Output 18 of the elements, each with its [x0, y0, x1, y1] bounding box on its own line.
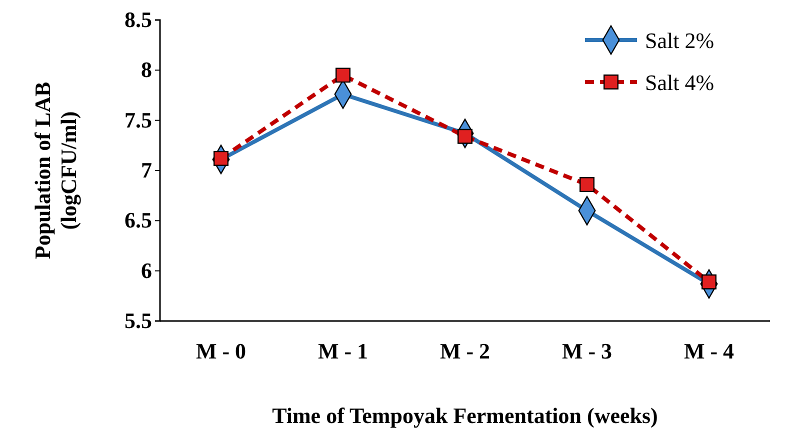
x-tick-label: M - 1	[318, 338, 368, 364]
y-tick-label: 7	[141, 158, 152, 183]
y-tick-label: 5.5	[124, 308, 152, 334]
y-tick-label: 6.5	[124, 208, 152, 233]
y-tick-label: 7.5	[124, 107, 152, 132]
y-tick-label: 8.5	[124, 7, 152, 32]
x-tick-label: M - 0	[196, 338, 246, 364]
x-tick-label: M - 4	[684, 338, 734, 364]
point	[336, 68, 350, 83]
x-tick-label: M - 3	[562, 338, 612, 364]
legend-label: Salt 4%	[645, 70, 714, 95]
point	[580, 177, 594, 192]
y-tick-label: 6	[141, 258, 152, 283]
y-axis-title: Population of LAB (logCFU/ml)	[30, 82, 81, 260]
legend-label: Salt 2%	[645, 28, 714, 53]
x-axis-title: Time of Tempoyak Fermentation (weeks)	[272, 403, 658, 428]
x-tick-label: M - 2	[440, 338, 490, 364]
y-tick-label: 8	[141, 57, 152, 82]
